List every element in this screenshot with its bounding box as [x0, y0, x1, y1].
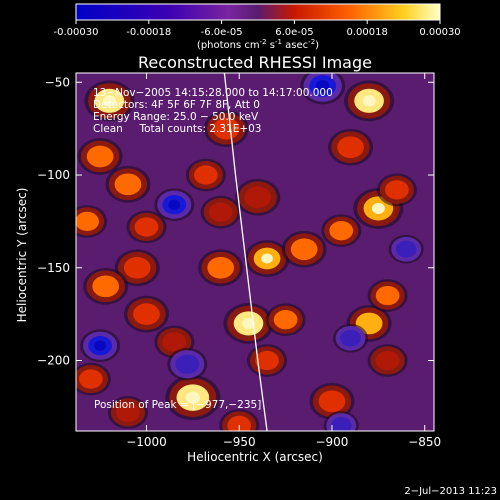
- heatmap-blob: [92, 275, 120, 298]
- colorbar-tick-label: -0.00018: [126, 27, 171, 38]
- heatmap-blob: [244, 186, 272, 209]
- annotation-counts: Clean Total counts: 2.31E+03: [93, 123, 262, 135]
- heatmap-layer: [76, 73, 424, 431]
- heatmap-blob: [329, 221, 354, 241]
- y-tick-label: −50: [45, 75, 70, 89]
- heatmap-blob: [86, 145, 114, 168]
- annotations: 13−Nov−2005 14:15:28.000 to 14:17:00.000…: [93, 87, 333, 411]
- annotation-time: 13−Nov−2005 14:15:28.000 to 14:17:00.000: [93, 87, 333, 99]
- y-tick-label: −100: [37, 168, 70, 182]
- chart-title: Reconstructed RHESSI Image: [138, 53, 372, 72]
- axes: −1000 −950 −900 −850 −50 −100 −150 −200: [37, 73, 441, 449]
- unit-exp-1: -2: [260, 38, 267, 46]
- x-axis-label: Heliocentric X (arcsec): [187, 450, 323, 464]
- x-tick-label: −850: [408, 435, 441, 449]
- heatmap-blob: [385, 180, 409, 200]
- annotation-energy: Energy Range: 25.0 − 50.0 keV: [93, 111, 259, 123]
- colorbar: -0.00030 -0.00018 -6.0e-05 6.0e-05 0.00018 0.…: [54, 3, 461, 51]
- heatmap-blob: [76, 211, 99, 232]
- heatmap-blob-peak: [362, 95, 376, 107]
- heatmap-blob: [318, 390, 346, 413]
- heatmap-blob-peak: [185, 391, 201, 404]
- heatmap-blob: [207, 256, 235, 279]
- heatmap-blob: [375, 285, 400, 306]
- heatmap-blob-peak: [102, 95, 116, 107]
- heatmap-blob-trough: [94, 340, 107, 351]
- heatmap-blob: [212, 117, 240, 140]
- heatmap-blob: [273, 310, 298, 330]
- heatmap-blob: [116, 402, 140, 423]
- plot-area: [76, 73, 434, 431]
- peak-position-label: Position of Peak = [−977,−235]: [94, 399, 261, 411]
- colorbar-tick-label: 0.00030: [419, 27, 460, 38]
- plot-frame: [75, 72, 435, 432]
- y-axis-label: Heliocentric Y (arcsec): [15, 188, 29, 323]
- heatmap-blob-negative: [395, 240, 417, 258]
- annotation-detectors: Detectors: 4F 5F 6F 7F 8F, Att 0: [93, 99, 260, 111]
- unit-end: ): [315, 40, 319, 51]
- unit-base: (photons cm: [197, 40, 260, 51]
- heatmap-blob-negative: [340, 329, 361, 347]
- unit-mid-1: s: [267, 40, 275, 51]
- x-tick-label: −900: [315, 435, 348, 449]
- heatmap-blob: [290, 238, 318, 261]
- unit-exp-3: -2: [308, 38, 315, 46]
- heatmap-blob-negative: [330, 416, 352, 431]
- heatmap-blob: [227, 415, 252, 431]
- heatmap-blob: [255, 350, 279, 371]
- heatmap-blob-negative: [175, 354, 200, 374]
- heatmap-blob: [134, 217, 159, 237]
- heatmap-blob-peak: [242, 317, 255, 329]
- heatmap-blob-peak: [371, 202, 385, 214]
- heatmap-blob: [114, 173, 142, 196]
- colorbar-tick-label: -0.00030: [54, 27, 99, 38]
- y-tick-label: −200: [37, 354, 70, 368]
- heatmap-blob-trough: [316, 80, 330, 92]
- heatmap-blob: [78, 369, 103, 389]
- heatmap-blob: [375, 350, 400, 371]
- colorbar-ticks: -0.00030 -0.00018 -6.0e-05 6.0e-05 0.00018 0.…: [54, 20, 461, 38]
- heatmap-blob: [162, 332, 187, 352]
- colorbar-tick-label: 6.0e-05: [275, 27, 313, 38]
- y-tick-label: −150: [37, 261, 70, 275]
- unit-exp-2: -1: [275, 38, 282, 46]
- colorbar-unit-label: (photons cm-2 s-1 asec-2): [197, 38, 319, 51]
- heatmap-blob-trough: [168, 199, 181, 210]
- heatmap-blob: [337, 136, 364, 159]
- heatmap-blob: [208, 202, 233, 222]
- heatmap-blob-peak: [261, 253, 273, 264]
- x-tick-label: −950: [223, 435, 256, 449]
- heatmap-blob: [193, 165, 218, 185]
- solar-limb-curve: [223, 73, 268, 431]
- heatmap-blob: [123, 256, 151, 279]
- unit-mid-2: asec: [282, 40, 308, 51]
- colorbar-tick-label: -6.0e-05: [201, 27, 243, 38]
- x-tick-label: −1000: [126, 435, 167, 449]
- heatmap-blob: [133, 303, 160, 325]
- colorbar-tick-label: 0.00018: [347, 27, 388, 38]
- colorbar-gradient: [75, 3, 441, 21]
- render-timestamp: 2−Jul−2013 11:23: [404, 486, 497, 497]
